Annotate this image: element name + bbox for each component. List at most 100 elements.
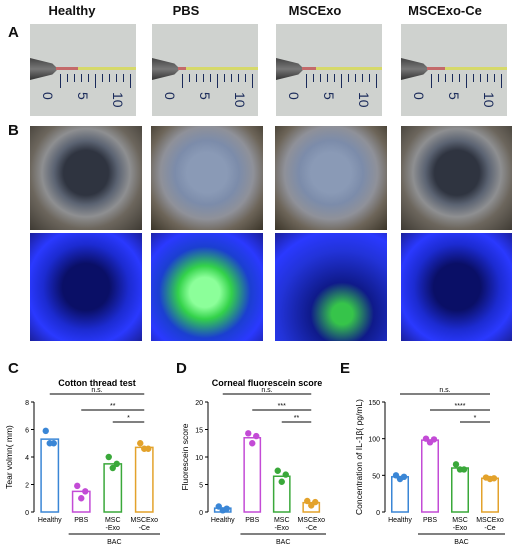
data-point (426, 439, 434, 446)
data-point (215, 503, 222, 510)
data-point (396, 475, 404, 483)
ruler-tick (210, 74, 211, 82)
needle (152, 58, 180, 80)
significance-label: ** (110, 403, 116, 410)
wet-thread-segment (178, 67, 186, 70)
column-header-pbs: PBS (172, 3, 200, 18)
data-point (422, 435, 430, 442)
ruler-number: 10 (356, 92, 372, 108)
significance-label: n.s. (439, 387, 450, 394)
y-tick-label: 15 (195, 428, 203, 435)
ruler-tick (245, 74, 246, 82)
ruler-tick (348, 74, 349, 82)
data-point (249, 440, 256, 447)
significance-label: **** (455, 403, 466, 410)
data-point (456, 466, 464, 473)
x-tick-label: -Ce (484, 525, 495, 532)
panel-label-e: E (340, 360, 351, 377)
ruler-tick (109, 74, 110, 82)
ruler-tick (362, 74, 363, 82)
x-tick-label: -Exo (453, 525, 468, 532)
cotton-thread (427, 67, 507, 70)
cotton-thread (56, 67, 136, 70)
bac-label: BAC (276, 539, 290, 546)
y-tick-label: 100 (368, 437, 380, 444)
x-tick-label: MSCExo (476, 517, 504, 524)
needle (401, 58, 429, 80)
ruler-number: 10 (481, 92, 497, 108)
ruler-number: 10 (110, 92, 126, 108)
ruler-tick (438, 74, 439, 82)
ruler-tick (355, 74, 356, 82)
eye-photo-healthy-brightfield (30, 126, 142, 230)
bac-label: BAC (107, 539, 121, 546)
ruler-tick (341, 74, 342, 88)
y-tick-label: 4 (25, 455, 29, 462)
ruler-tick (466, 74, 467, 88)
data-point (490, 475, 498, 482)
bar (40, 438, 60, 513)
data-point (137, 440, 144, 447)
y-axis-label: Fluorescein score (180, 423, 190, 490)
bar (71, 490, 91, 513)
ruler-tick (306, 74, 307, 88)
y-tick-label: 6 (25, 428, 29, 435)
eye-photo-mscexo-ce-brightfield (401, 126, 512, 230)
ruler-tick (473, 74, 474, 82)
data-point (274, 467, 281, 474)
data-point (109, 464, 116, 472)
wet-thread-segment (302, 67, 316, 70)
ruler-tick (95, 74, 96, 88)
ruler-number: 0 (411, 92, 427, 100)
ruler-number: 10 (232, 92, 248, 108)
significance-label: *** (278, 403, 286, 410)
y-tick-label: 150 (368, 400, 380, 407)
significance-label: n.s. (261, 387, 272, 394)
bar (421, 439, 439, 513)
wet-thread-segment (56, 67, 78, 70)
y-tick-label: 8 (25, 400, 29, 407)
data-point (482, 474, 490, 481)
ruler-number: 5 (75, 92, 91, 100)
ruler-tick (369, 74, 370, 82)
data-point (223, 505, 230, 512)
data-point (253, 432, 260, 440)
data-point (460, 466, 468, 473)
thread-ruler-photo: 0 5 10 (276, 24, 382, 116)
ruler-tick (334, 74, 335, 82)
x-tick-label: Healthy (38, 517, 62, 524)
x-tick-label: Healthy (388, 517, 412, 524)
eye-photo-mscexo-ce-fluorescein (401, 233, 512, 341)
data-point (141, 445, 148, 452)
cotton-thread (178, 67, 258, 70)
x-tick-label: MSC (452, 517, 468, 524)
ruler-tick (203, 74, 204, 82)
needle (276, 58, 304, 80)
ruler-tick (102, 74, 103, 82)
data-point (78, 495, 85, 502)
data-point (74, 482, 81, 490)
bar (481, 477, 499, 513)
data-point (105, 453, 112, 461)
ruler-tick (81, 74, 82, 82)
data-point (486, 475, 494, 483)
ruler-tick (252, 74, 253, 88)
y-tick-label: 2 (25, 483, 29, 490)
ruler-tick (116, 74, 117, 82)
significance-label: * (127, 415, 130, 422)
ruler-tick (74, 74, 75, 82)
x-tick-label: PBS (245, 517, 259, 524)
ruler-number: 5 (321, 92, 337, 100)
needle (30, 58, 58, 80)
ruler-tick (480, 74, 481, 82)
bar (272, 475, 291, 513)
ruler-tick (60, 74, 61, 88)
data-point (308, 502, 315, 509)
ruler-tick (130, 74, 131, 88)
ruler-tick (494, 74, 495, 82)
y-tick-label: 0 (25, 510, 29, 517)
bar (103, 463, 123, 513)
data-point (46, 440, 53, 447)
ruler-tick (487, 74, 488, 82)
ruler-tick (313, 74, 314, 82)
